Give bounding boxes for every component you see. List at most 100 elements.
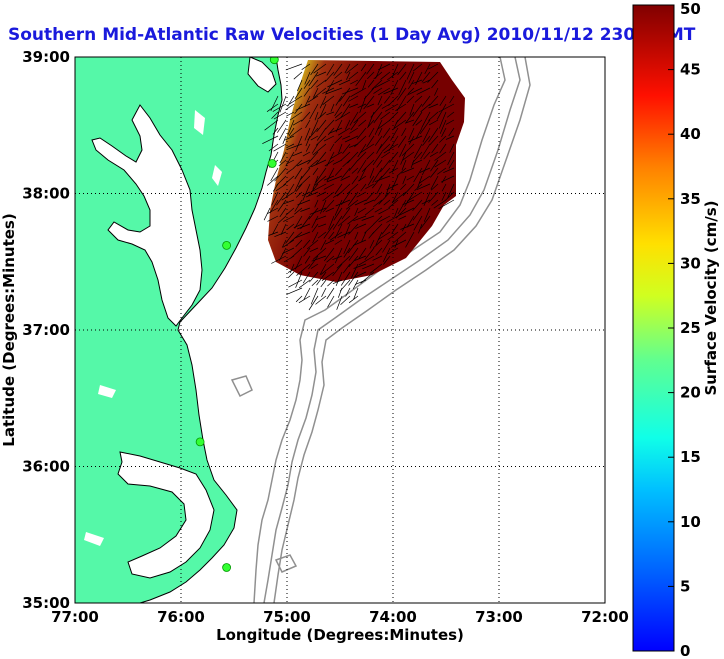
velocity-arrow: [286, 111, 295, 117]
velocity-arrow: [418, 175, 431, 184]
velocity-arrow: [298, 279, 311, 289]
velocity-arrow: [396, 167, 407, 177]
velocity-arrow: [431, 143, 439, 154]
velocity-arrow: [441, 175, 455, 183]
velocity-arrow: [357, 207, 367, 214]
velocity-arrow: [284, 135, 295, 141]
velocity-arrow: [277, 215, 287, 224]
velocity-arrow: [429, 135, 439, 145]
velocity-arrow: [438, 111, 447, 129]
velocity-arrow: [412, 207, 423, 221]
velocity-arrow: [294, 199, 303, 212]
velocity-arrow: [342, 143, 351, 154]
velocity-arrow: [419, 119, 431, 135]
velocity-arrow: [352, 239, 367, 246]
velocity-arrow: [289, 111, 303, 121]
velocity-arrow: [420, 215, 431, 229]
velocity-arrow: [336, 255, 351, 269]
velocity-arrow: [373, 199, 383, 208]
velocity-arrow: [408, 127, 415, 141]
velocity-arrow: [405, 119, 415, 124]
velocity-arrow: [421, 111, 431, 128]
site-marker: [267, 159, 277, 168]
velocity-arrow: [295, 191, 303, 198]
velocity-arrow: [378, 215, 391, 223]
velocity-arrow: [297, 223, 311, 230]
velocity-arrow: [334, 167, 343, 176]
velocity-arrow: [422, 135, 431, 146]
velocity-arrow: [430, 175, 439, 190]
velocity-arrow: [423, 207, 431, 222]
map-content: [75, 57, 605, 603]
velocity-arrow: [381, 151, 391, 159]
velocity-arrow: [423, 191, 431, 206]
velocity-arrow: [289, 127, 303, 138]
velocity-arrow: [329, 231, 343, 241]
colorbar-tick-label: 15: [680, 448, 701, 466]
velocity-arrow: [354, 135, 367, 148]
y-axis-title: Latitude (Degrees:Minutes): [0, 213, 18, 446]
velocity-arrow: [419, 167, 431, 173]
velocity-arrow: [293, 159, 303, 169]
velocity-arrow: [378, 207, 391, 215]
velocity-arrow: [316, 119, 327, 133]
velocity-arrow: [436, 167, 447, 175]
velocity-arrow: [381, 223, 391, 235]
velocity-arrow: [368, 231, 375, 239]
velocity-arrow: [421, 95, 431, 107]
velocity-arrow: [312, 231, 319, 244]
velocity-arrow: [378, 87, 391, 96]
velocity-arrow: [276, 175, 287, 186]
velocity-arrow: [305, 135, 311, 147]
velocity-arrow: [310, 135, 319, 141]
velocity-arrow: [383, 255, 391, 265]
velocity-arrow: [332, 255, 343, 261]
velocity-arrow: [324, 247, 335, 262]
velocity-arrow: [380, 111, 391, 120]
velocity-arrow: [449, 143, 455, 153]
velocity-arrow: [393, 119, 399, 129]
velocity-arrow: [326, 255, 335, 263]
velocity-arrow: [278, 159, 287, 167]
velocity-arrow: [333, 207, 343, 221]
velocity-arrow: [378, 63, 391, 71]
x-tick-label: 75:00: [263, 608, 311, 626]
velocity-arrow: [366, 151, 375, 160]
velocity-arrow: [414, 183, 423, 191]
velocity-arrow: [380, 167, 391, 179]
velocity-arrow: [407, 87, 415, 95]
velocity-arrow: [308, 159, 319, 169]
velocity-arrow: [424, 63, 431, 75]
velocity-arrow: [350, 119, 359, 131]
velocity-arrow: [304, 95, 311, 107]
velocity-arrow: [319, 95, 327, 109]
velocity-arrow: [294, 215, 303, 229]
velocity-arrow: [413, 215, 423, 231]
velocity-arrow: [311, 279, 319, 286]
inland-water: [98, 385, 116, 398]
velocity-arrow: [365, 191, 375, 202]
velocity-arrow: [391, 119, 407, 131]
velocity-arrow: [280, 223, 287, 235]
velocity-arrow: [366, 103, 375, 108]
velocity-arrow: [383, 87, 399, 95]
velocity-arrow: [267, 215, 279, 222]
velocity-arrow: [279, 95, 287, 113]
velocity-arrow: [322, 95, 335, 105]
velocity-arrow: [344, 135, 359, 143]
velocity-arrow: [383, 143, 399, 154]
velocity-arrow: [327, 79, 343, 88]
velocity-arrow: [441, 175, 447, 184]
velocity-arrow: [367, 175, 375, 186]
velocity-arrow: [382, 127, 391, 139]
velocity-arrow: [402, 183, 415, 197]
velocity-arrow: [447, 151, 455, 166]
x-tick-label: 74:00: [369, 608, 417, 626]
x-tick-label: 77:00: [51, 608, 99, 626]
velocity-arrow: [311, 215, 319, 229]
velocity-arrow: [283, 255, 295, 263]
velocity-arrow: [336, 295, 343, 310]
velocity-arrow: [301, 111, 311, 122]
velocity-arrow: [267, 175, 279, 186]
velocity-arrow: [380, 71, 391, 80]
